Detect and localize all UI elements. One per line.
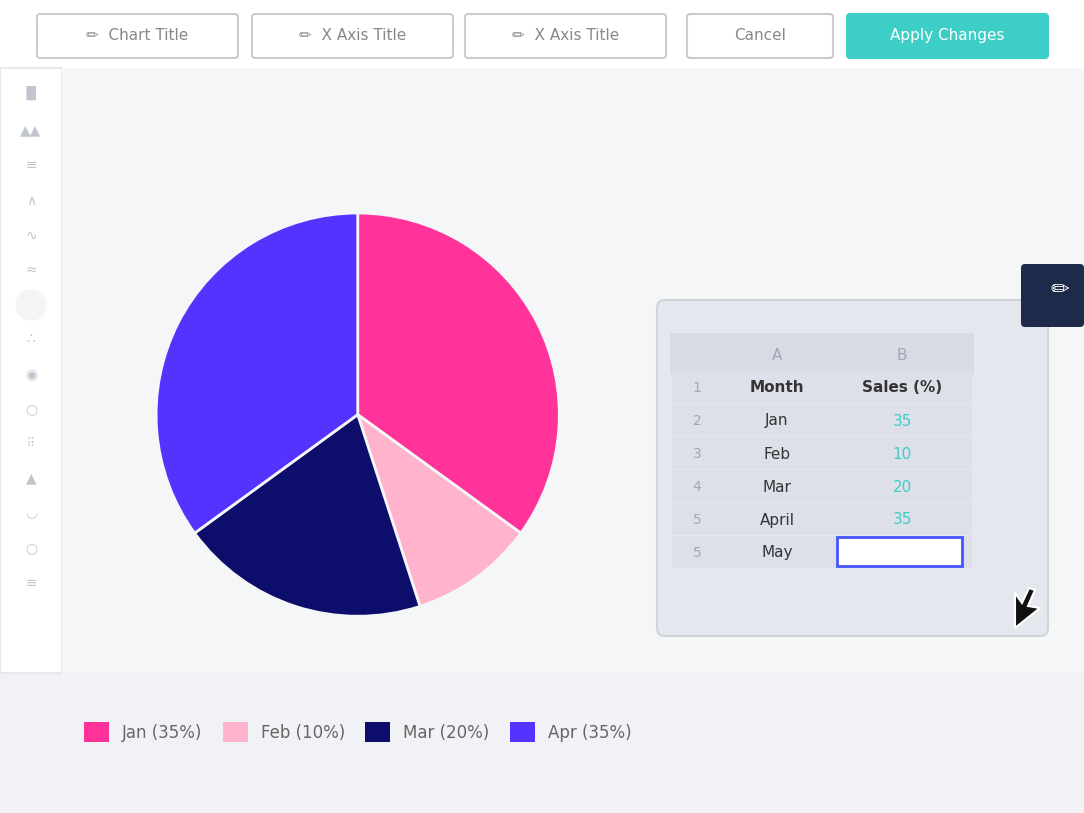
Text: Month: Month — [750, 380, 804, 395]
FancyBboxPatch shape — [0, 68, 62, 673]
Text: ○: ○ — [25, 541, 37, 555]
FancyBboxPatch shape — [670, 333, 975, 375]
FancyBboxPatch shape — [657, 300, 1048, 636]
Text: May: May — [761, 546, 792, 560]
Text: Mar: Mar — [762, 480, 791, 494]
Text: ▲▲: ▲▲ — [21, 123, 41, 137]
Text: ⁝⁝: ⁝⁝ — [27, 436, 36, 450]
Legend: Jan (35%), Feb (10%), Mar (20%), Apr (35%): Jan (35%), Feb (10%), Mar (20%), Apr (35… — [77, 715, 638, 749]
FancyBboxPatch shape — [672, 470, 972, 502]
Text: Feb: Feb — [763, 446, 790, 462]
FancyBboxPatch shape — [672, 371, 972, 403]
Text: Jan: Jan — [765, 414, 789, 428]
Text: 3: 3 — [693, 447, 701, 461]
Text: Apply Changes: Apply Changes — [890, 28, 1005, 44]
FancyBboxPatch shape — [672, 404, 972, 436]
FancyBboxPatch shape — [672, 503, 972, 535]
Text: ∧: ∧ — [26, 194, 36, 208]
FancyBboxPatch shape — [672, 536, 972, 568]
Text: 10: 10 — [892, 446, 912, 462]
Text: ✏: ✏ — [1050, 280, 1069, 300]
Text: A: A — [772, 349, 783, 363]
Wedge shape — [156, 213, 358, 533]
FancyBboxPatch shape — [465, 14, 666, 58]
Text: April: April — [760, 512, 795, 528]
Text: ✏  Chart Title: ✏ Chart Title — [87, 28, 189, 44]
Text: B: B — [896, 349, 907, 363]
Wedge shape — [358, 213, 559, 533]
Text: ▐▌: ▐▌ — [21, 86, 41, 100]
Text: 2: 2 — [693, 414, 701, 428]
Text: ≡: ≡ — [25, 158, 37, 172]
Text: 1: 1 — [693, 381, 701, 395]
FancyBboxPatch shape — [672, 437, 972, 469]
Circle shape — [16, 290, 46, 320]
Text: ◉: ◉ — [25, 367, 37, 381]
Text: Cancel: Cancel — [734, 28, 786, 44]
Text: ✏  X Axis Title: ✏ X Axis Title — [299, 28, 406, 44]
Text: 35: 35 — [892, 512, 912, 528]
Wedge shape — [358, 415, 520, 606]
FancyBboxPatch shape — [837, 537, 962, 566]
Text: ○: ○ — [25, 402, 37, 416]
Text: Sample Data: Sample Data — [680, 333, 805, 352]
FancyBboxPatch shape — [62, 68, 1084, 673]
Text: ✏  X Axis Title: ✏ X Axis Title — [512, 28, 619, 44]
FancyBboxPatch shape — [847, 14, 1048, 58]
FancyBboxPatch shape — [687, 14, 833, 58]
FancyBboxPatch shape — [0, 0, 1084, 68]
Text: ▲: ▲ — [26, 471, 36, 485]
FancyBboxPatch shape — [251, 14, 453, 58]
Text: 35: 35 — [892, 414, 912, 428]
Polygon shape — [1015, 588, 1040, 628]
Text: ≈: ≈ — [25, 263, 37, 277]
Text: ∴: ∴ — [27, 332, 36, 346]
FancyBboxPatch shape — [37, 14, 238, 58]
Text: 5: 5 — [693, 513, 701, 527]
FancyBboxPatch shape — [1021, 264, 1084, 327]
Text: 5: 5 — [693, 546, 701, 560]
Text: ≡: ≡ — [25, 576, 37, 590]
Wedge shape — [195, 415, 420, 616]
Text: Sales (%): Sales (%) — [862, 380, 942, 395]
Text: ∷: ∷ — [27, 298, 36, 312]
Text: ◡: ◡ — [25, 506, 37, 520]
Text: ∿: ∿ — [25, 229, 37, 243]
Text: 20: 20 — [892, 480, 912, 494]
Text: 4: 4 — [693, 480, 701, 494]
